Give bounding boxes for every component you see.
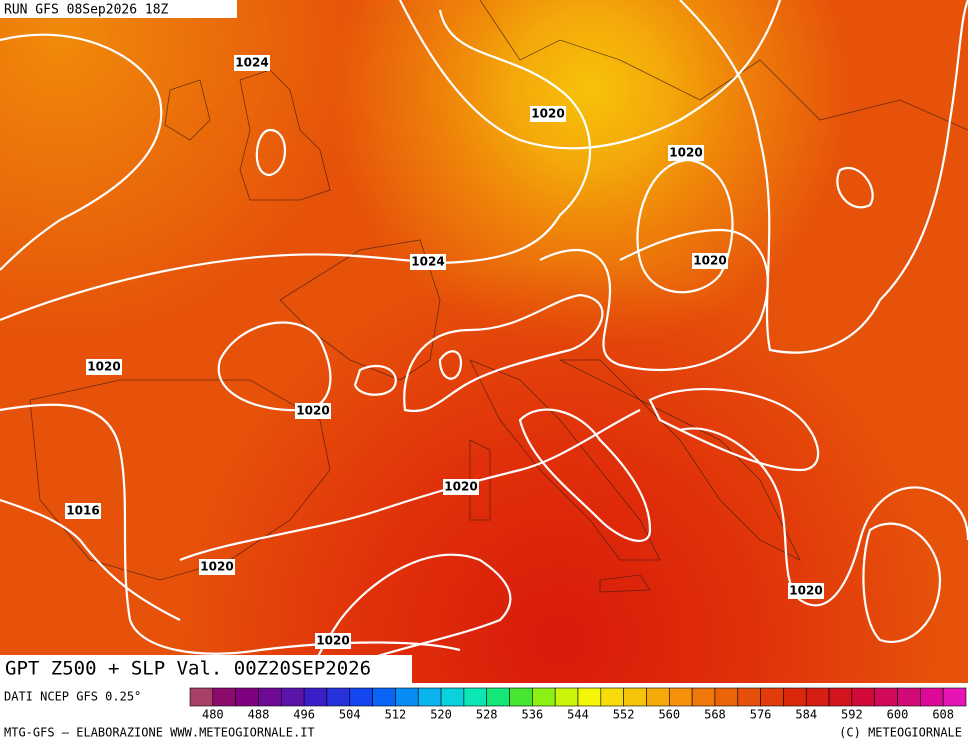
isobar-label: 1020	[693, 254, 726, 268]
legend-swatch	[623, 687, 647, 707]
legend-label: 536	[522, 708, 544, 722]
copyright: (C) METEOGIORNALE	[839, 726, 962, 740]
isobar-label: 1016	[66, 504, 99, 518]
legend-swatch	[395, 687, 419, 707]
legend-label: 488	[248, 708, 270, 722]
legend-swatch	[737, 687, 761, 707]
legend-label: 528	[476, 708, 498, 722]
legend-label: 608	[932, 708, 954, 722]
legend-swatch	[874, 687, 898, 707]
legend-label: 600	[887, 708, 909, 722]
legend-label: 504	[339, 708, 361, 722]
title-box	[0, 655, 412, 683]
isobars	[0, 0, 968, 682]
legend-label: 496	[293, 708, 315, 722]
legend-label: 568	[704, 708, 726, 722]
field-low	[0, 0, 968, 683]
legend-swatch	[417, 687, 442, 707]
legend-swatch	[532, 687, 556, 707]
legend-swatch	[212, 687, 236, 707]
legend-swatch	[760, 687, 784, 707]
isobar-label: 1020	[444, 480, 477, 494]
legend-label: 544	[567, 708, 589, 722]
legend-swatch	[258, 687, 282, 707]
legend-swatch	[942, 687, 967, 707]
legend-swatch	[189, 687, 214, 707]
isobar-labels: 1024 1020 1020 1024 1020 1020 1020 1020 …	[65, 55, 824, 649]
legend-swatch	[509, 687, 533, 707]
legend-swatch	[577, 687, 602, 707]
color-legend: 480 488 496 504 512 520 528 536 544 552 560 568 576 5…	[189, 687, 967, 722]
legend-swatch	[349, 687, 373, 707]
isobar-label: 1020	[789, 584, 822, 598]
legend-swatch	[463, 687, 488, 707]
legend-swatch	[600, 687, 624, 707]
legend-swatch	[235, 687, 259, 707]
legend-label: 512	[385, 708, 407, 722]
credit: MTG-GFS – ELABORAZIONE WWW.METEOGIORNALE…	[4, 726, 315, 740]
legend-swatch	[668, 687, 693, 707]
run-label: RUN GFS 08Sep2026 18Z	[4, 3, 169, 18]
legend-label: 584	[795, 708, 817, 722]
legend-swatch	[714, 687, 739, 707]
legend-swatch	[851, 687, 876, 707]
isobar-label: 1020	[669, 146, 702, 160]
legend-label: 520	[430, 708, 452, 722]
isobar-label: 1020	[200, 560, 233, 574]
legend-swatch	[897, 687, 921, 707]
legend-swatch	[828, 687, 853, 707]
legend-swatch	[920, 687, 944, 707]
legend-swatch	[783, 687, 807, 707]
legend-swatch	[326, 687, 351, 707]
legend-swatch	[646, 687, 670, 707]
isobar-label: 1024	[235, 56, 268, 70]
isobar-label: 1024	[411, 255, 444, 269]
legend-label: 576	[750, 708, 772, 722]
isobar-label: 1020	[531, 107, 564, 121]
legend-swatch	[280, 687, 305, 707]
legend-label: 552	[613, 708, 635, 722]
isobar-label: 1020	[296, 404, 329, 418]
isobar-label: 1020	[316, 634, 349, 648]
legend-swatch	[440, 687, 465, 707]
isobar-label: 1020	[87, 360, 120, 374]
legend-swatch	[486, 687, 510, 707]
run-box	[0, 0, 237, 18]
legend-swatch	[691, 687, 716, 707]
legend-swatch	[303, 687, 328, 707]
legend-swatch	[805, 687, 830, 707]
legend-swatch	[372, 687, 396, 707]
data-source: DATI NCEP GFS 0.25°	[4, 690, 141, 704]
map-title: GPT Z500 + SLP Val. 00Z20SEP2026	[5, 658, 371, 680]
legend-label: 480	[202, 708, 224, 722]
legend-label: 592	[841, 708, 863, 722]
legend-swatch	[554, 687, 579, 707]
legend-label: 560	[658, 708, 680, 722]
